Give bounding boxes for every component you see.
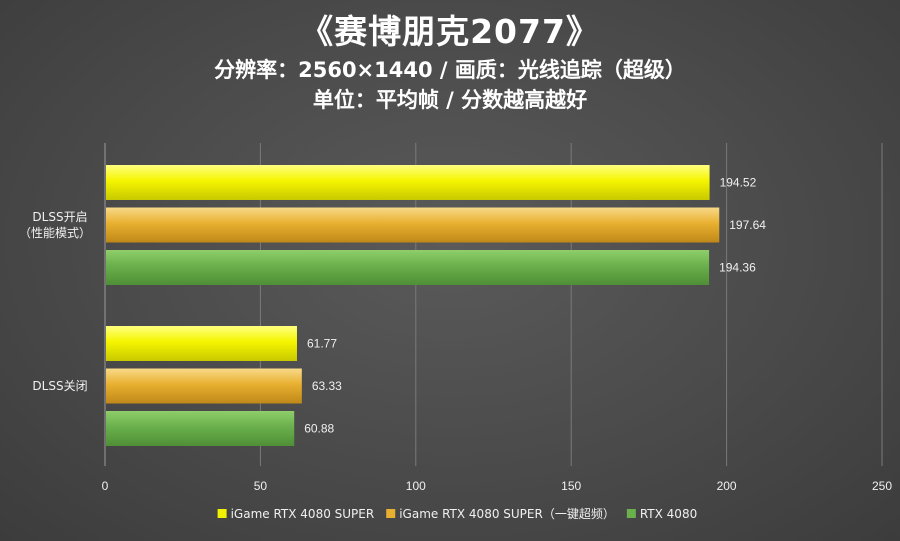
category-label: DLSS关闭 (32, 379, 87, 393)
data-labels: 194.52 197.64 194.36 61.77 63.33 60.88 (304, 176, 766, 436)
data-label: 60.88 (304, 422, 334, 436)
chart-unit-note: 单位：平均帧 / 分数越高越好 (312, 88, 588, 112)
legend: iGame RTX 4080 SUPER iGame RTX 4080 SUPER… (217, 506, 697, 521)
legend-label: iGame RTX 4080 SUPER（一键超频） (399, 506, 615, 521)
data-label: 194.36 (719, 261, 756, 275)
x-tick-label: 250 (872, 479, 892, 493)
bar (106, 207, 720, 243)
chart-subtitle: 分辨率：2560×1440 / 画质：光线追踪（超级） (214, 58, 686, 82)
axes: 0 50 100 150 200 250 DLSS开启 （性能模式） DLSS关闭 (19, 143, 892, 493)
chart-title: 《赛博朋克2077》 (300, 12, 600, 51)
x-tick-label: 150 (561, 479, 581, 493)
data-label: 197.64 (729, 218, 766, 232)
bar (106, 326, 297, 361)
legend-swatch (386, 509, 396, 518)
data-label: 63.33 (312, 379, 342, 393)
legend-label: iGame RTX 4080 SUPER (231, 507, 375, 521)
legend-swatch (217, 509, 227, 518)
data-label: 194.52 (720, 176, 757, 190)
legend-swatch (626, 509, 636, 518)
x-tick-label: 50 (254, 479, 268, 493)
category-label: （性能模式） (19, 226, 91, 240)
bar (106, 368, 302, 404)
legend-label: RTX 4080 (640, 507, 697, 521)
bars (106, 165, 720, 446)
bar (106, 165, 710, 200)
data-label: 61.77 (307, 337, 337, 351)
x-tick-label: 100 (406, 479, 426, 493)
x-tick-label: 200 (717, 479, 737, 493)
bar (106, 250, 710, 285)
x-tick-label: 0 (102, 479, 109, 493)
bar (106, 411, 295, 446)
category-label: DLSS开启 (32, 210, 87, 224)
